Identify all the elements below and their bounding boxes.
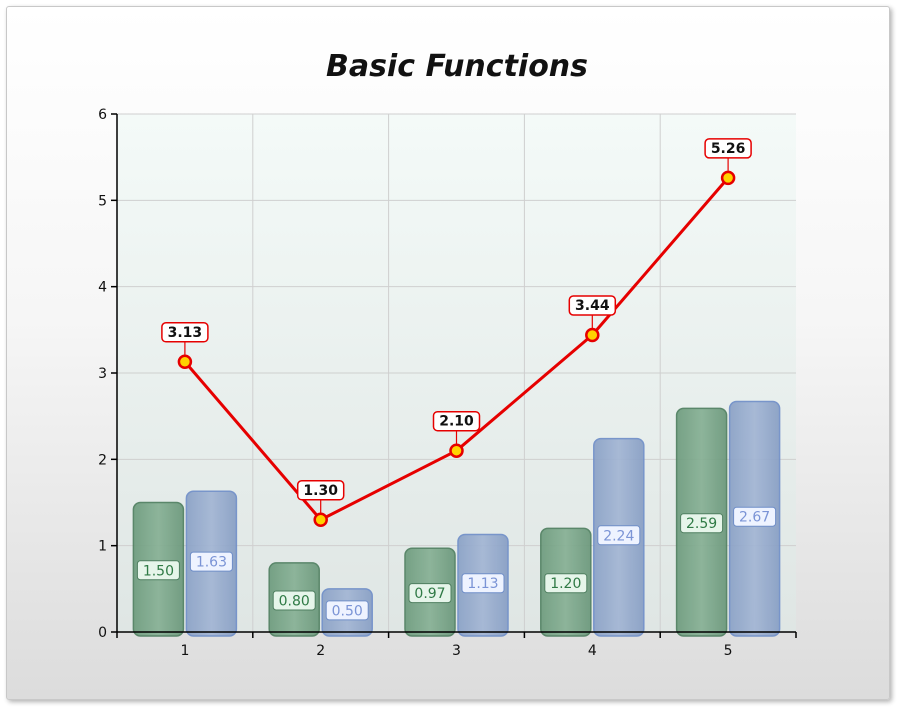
line-value-label: 2.10 [439, 414, 474, 430]
axes: 0 1 2 3 4 5 6 1 2 3 4 5 [98, 107, 797, 659]
line-point [449, 443, 464, 458]
bar-value-label: 1.50 [143, 563, 174, 579]
bars: 1.50 0.80 0.97 1.20 2.59 1.63 0.50 1.13 2.24 2.67 [132, 400, 781, 637]
line-label-box [296, 480, 345, 501]
bar-value-label: 2.67 [739, 510, 770, 526]
y-tick-label: 3 [98, 366, 107, 382]
bar-value-label: 0.50 [332, 603, 363, 619]
y-tick-label: 6 [98, 107, 107, 123]
y-tick-label: 0 [98, 625, 107, 641]
bar-label-box [189, 551, 233, 572]
x-tick-label: 1 [180, 643, 189, 659]
line-label-box [568, 295, 617, 316]
bar-label-box [544, 573, 588, 594]
bar-label-box [597, 525, 641, 546]
y-tick-label: 5 [98, 193, 107, 209]
x-tick-label: 2 [316, 643, 325, 659]
bar-value-label: 2.59 [686, 516, 717, 532]
bar-label-box [272, 590, 316, 611]
bar-value-label: 0.97 [414, 586, 445, 602]
bar-value-label: 2.24 [603, 528, 634, 544]
x-tick-label: 3 [452, 643, 461, 659]
line-value-label: 5.26 [711, 141, 746, 157]
line-label-box [161, 322, 209, 343]
line-series: 3.13 1.30 2.10 3.44 5.26 [161, 138, 752, 528]
line-label-box [432, 410, 481, 432]
bar-label-box [461, 573, 505, 594]
x-tick-label: 4 [588, 643, 597, 659]
bar-value-label: 1.13 [467, 576, 498, 592]
line-label-box [704, 138, 752, 159]
y-tick-label: 2 [98, 452, 107, 468]
line-value-label: 1.30 [303, 483, 338, 499]
bar-value-label: 1.20 [550, 576, 581, 592]
grid-lines [117, 113, 796, 633]
basic-functions-chart: Basic Functions 1.50 0.80 0.97 1.20 2.59 1.63… [98, 49, 797, 659]
y-tick-label: 4 [98, 280, 107, 296]
line-point [585, 327, 600, 343]
bar-label-box [325, 600, 369, 621]
line-value-label: 3.44 [575, 298, 610, 314]
x-tick-label: 5 [724, 643, 733, 659]
bar-label-box [136, 560, 180, 581]
bar-value-label: 1.63 [196, 555, 227, 571]
chart-frame: Basic Functions 1.50 0.80 0.97 1.20 2.59 1.63… [6, 6, 890, 700]
line-point [720, 170, 736, 186]
bar-label-box [680, 513, 724, 534]
line-point [177, 354, 193, 370]
bar-label-box [408, 583, 452, 604]
bar-label-box [733, 506, 777, 527]
line-value-label: 3.13 [168, 325, 203, 341]
y-tick-label: 1 [98, 539, 107, 555]
line-point [313, 512, 328, 528]
bar-value-label: 0.80 [279, 593, 310, 609]
chart-title: Basic Functions [326, 49, 588, 84]
